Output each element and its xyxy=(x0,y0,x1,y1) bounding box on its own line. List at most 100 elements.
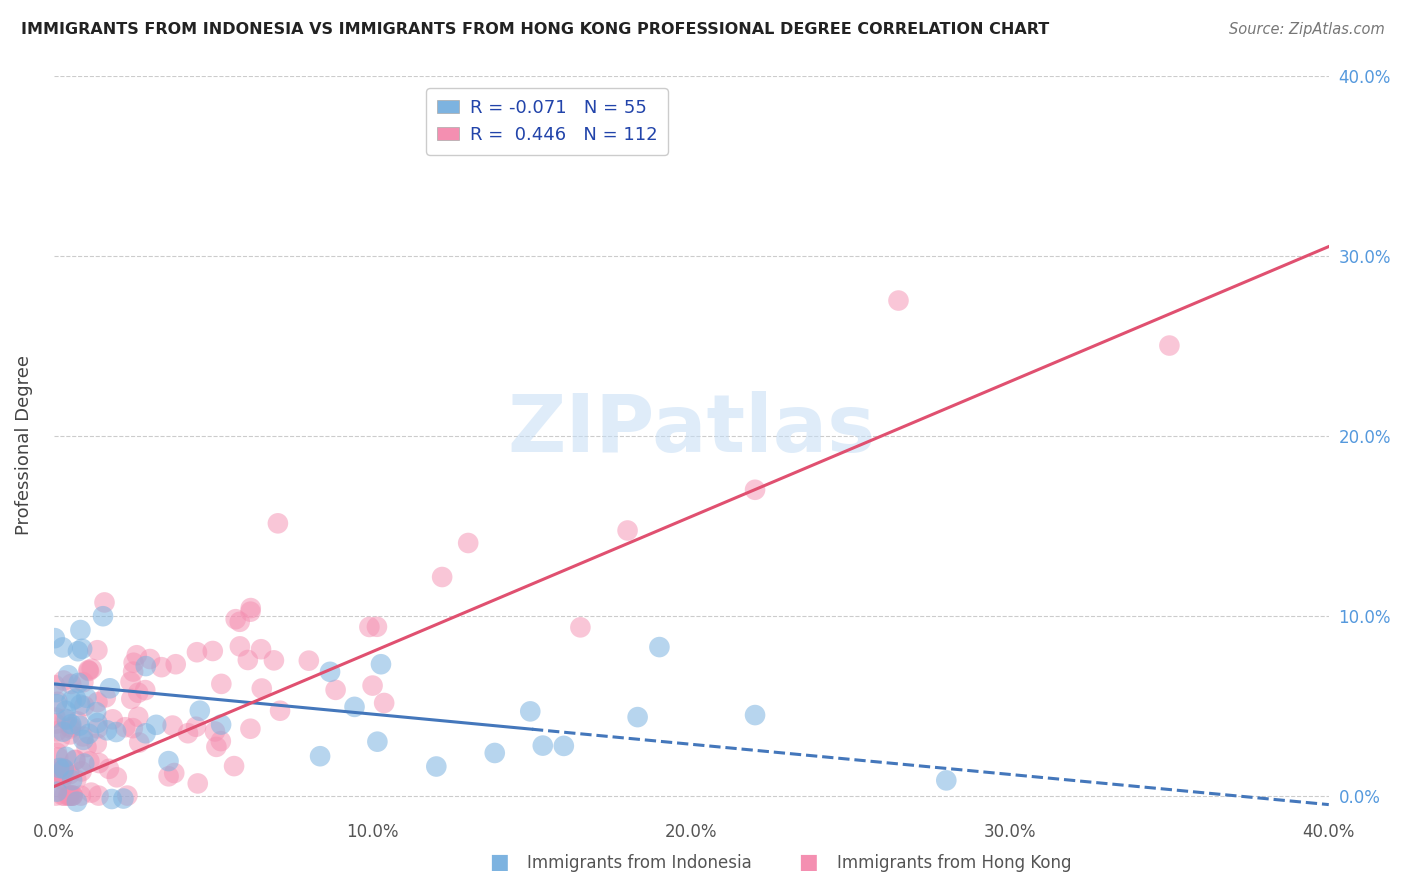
Point xyxy=(457,536,479,550)
Point xyxy=(267,516,290,531)
Point xyxy=(569,620,592,634)
Text: IMMIGRANTS FROM INDONESIA VS IMMIGRANTS FROM HONG KONG PROFESSIONAL DEGREE CORRE: IMMIGRANTS FROM INDONESIA VS IMMIGRANTS … xyxy=(21,22,1049,37)
Text: Immigrants from Indonesia: Immigrants from Indonesia xyxy=(527,855,752,872)
Point xyxy=(553,739,575,753)
Point xyxy=(114,720,136,734)
Point xyxy=(52,763,75,777)
Point xyxy=(120,692,142,706)
Point xyxy=(359,620,381,634)
Point xyxy=(66,644,89,658)
Point xyxy=(49,769,72,783)
Point xyxy=(325,682,347,697)
Point xyxy=(60,720,83,734)
Point xyxy=(370,657,392,672)
Point xyxy=(127,686,149,700)
Point xyxy=(46,746,69,760)
Legend: R = -0.071   N = 55, R =  0.446   N = 112: R = -0.071 N = 55, R = 0.446 N = 112 xyxy=(426,88,668,155)
Point xyxy=(97,762,120,776)
Point xyxy=(45,697,67,711)
Point xyxy=(49,765,72,780)
Point xyxy=(229,640,252,654)
Point xyxy=(298,654,321,668)
Point xyxy=(60,773,83,788)
Point xyxy=(127,710,149,724)
Point xyxy=(53,789,76,803)
Point xyxy=(73,698,96,713)
Point xyxy=(72,730,94,744)
Point xyxy=(69,718,91,732)
Point xyxy=(70,764,93,779)
Point xyxy=(79,754,101,768)
Point xyxy=(48,761,70,775)
Point xyxy=(98,681,121,696)
Point xyxy=(52,640,75,655)
Point xyxy=(361,679,384,693)
Point xyxy=(239,722,262,736)
Point xyxy=(59,767,82,781)
Point xyxy=(935,773,957,788)
Point xyxy=(648,640,671,654)
Point xyxy=(228,615,250,629)
Point xyxy=(45,685,67,699)
Point xyxy=(122,665,145,679)
Y-axis label: Professional Degree: Professional Degree xyxy=(15,354,32,534)
Point xyxy=(157,754,180,768)
Text: ■: ■ xyxy=(799,853,818,872)
Point xyxy=(45,789,67,803)
Point xyxy=(120,674,142,689)
Point xyxy=(93,595,115,609)
Point xyxy=(209,717,232,731)
Point xyxy=(139,652,162,666)
Point xyxy=(86,643,108,657)
Point xyxy=(366,734,388,748)
Point xyxy=(51,761,73,775)
Point xyxy=(86,716,108,731)
Point xyxy=(86,695,108,709)
Point xyxy=(186,645,208,659)
Point xyxy=(52,762,75,776)
Point xyxy=(67,676,90,690)
Point xyxy=(55,749,77,764)
Point xyxy=(250,642,273,657)
Point xyxy=(425,759,447,773)
Point xyxy=(76,740,98,755)
Point xyxy=(52,724,75,739)
Point xyxy=(105,725,128,739)
Text: Immigrants from Hong Kong: Immigrants from Hong Kong xyxy=(837,855,1071,872)
Point xyxy=(319,665,342,679)
Point xyxy=(48,764,70,779)
Point xyxy=(531,739,554,753)
Text: ■: ■ xyxy=(489,853,509,872)
Point xyxy=(744,708,766,723)
Point xyxy=(65,691,87,706)
Point xyxy=(60,717,83,731)
Point xyxy=(1159,338,1181,352)
Point xyxy=(105,770,128,784)
Point xyxy=(239,605,262,619)
Point xyxy=(69,623,91,637)
Point xyxy=(77,727,100,741)
Point xyxy=(56,789,79,803)
Point xyxy=(87,756,110,770)
Point xyxy=(309,749,332,764)
Point xyxy=(46,695,69,709)
Point xyxy=(184,720,207,734)
Point xyxy=(86,737,108,751)
Point xyxy=(616,524,638,538)
Text: Source: ZipAtlas.com: Source: ZipAtlas.com xyxy=(1229,22,1385,37)
Point xyxy=(45,724,67,739)
Point xyxy=(209,734,232,748)
Point xyxy=(205,739,228,754)
Point xyxy=(201,644,224,658)
Point xyxy=(239,601,262,615)
Point xyxy=(44,770,66,784)
Point xyxy=(366,620,388,634)
Point xyxy=(236,653,259,667)
Point xyxy=(44,710,66,724)
Point xyxy=(87,722,110,736)
Point xyxy=(887,293,910,308)
Point xyxy=(250,681,273,696)
Point xyxy=(53,768,76,782)
Point xyxy=(49,731,72,746)
Point xyxy=(222,759,245,773)
